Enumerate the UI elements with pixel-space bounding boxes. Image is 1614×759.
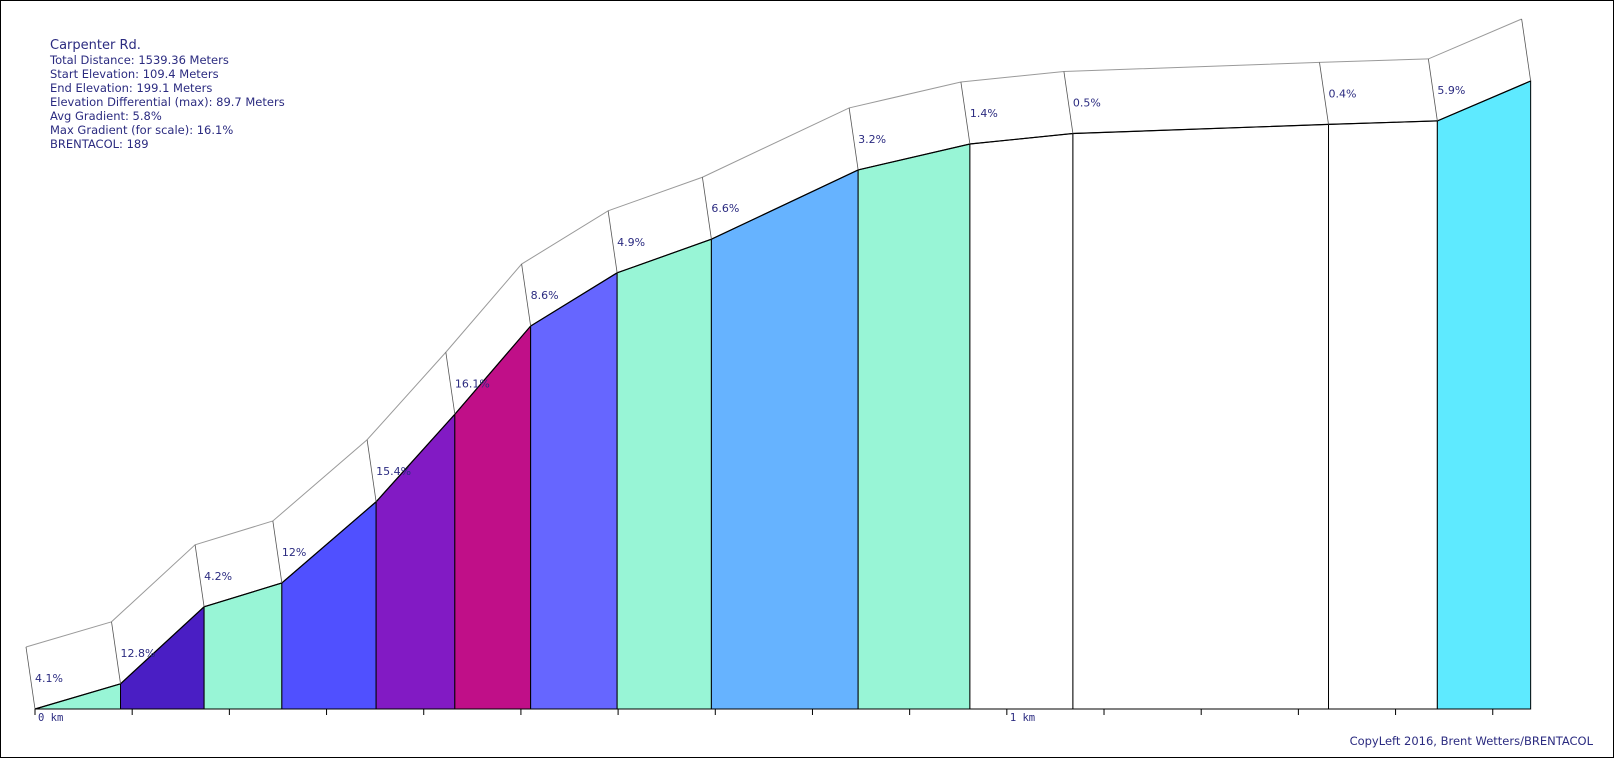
gradient-label-12: 0.5% <box>1073 97 1101 110</box>
gradient-label-4: 12% <box>282 546 306 559</box>
gradient-segment-4 <box>281 500 377 710</box>
label-band-divider <box>848 107 859 170</box>
gradient-label-2: 12.8% <box>121 647 156 660</box>
gradient-label-9: 6.6% <box>711 202 739 215</box>
gradient-label-6: 16.1% <box>455 377 490 390</box>
gradient-segment-12 <box>1072 123 1330 710</box>
gradient-segments <box>34 80 1532 710</box>
label-band-divider <box>194 544 205 607</box>
label-band-divider <box>1521 18 1532 82</box>
label-band-divider <box>25 646 36 710</box>
label-band-divider <box>272 520 283 584</box>
x-tick-label: 1 km <box>1010 712 1035 724</box>
gradient-label-11: 1.4% <box>970 107 998 120</box>
end-elevation: End Elevation: 199.1 Meters <box>50 81 213 95</box>
x-tick-label: 0 km <box>38 712 63 724</box>
label-band-divider <box>1427 58 1438 121</box>
x-axis: 0 km 1 km <box>34 708 1531 724</box>
gradient-label-10: 3.2% <box>858 133 886 146</box>
gradient-segment-10 <box>857 143 971 710</box>
elevation-differential: Elevation Differential (max): 89.7 Meter… <box>50 95 285 109</box>
gradient-label-13: 0.4% <box>1329 87 1357 100</box>
label-band-divider <box>111 621 121 684</box>
route-title: Carpenter Rd. <box>50 38 141 53</box>
start-elevation: Start Elevation: 109.4 Meters <box>50 67 219 81</box>
gradient-segment-13 <box>1328 120 1438 710</box>
gradient-segment-7 <box>530 271 618 710</box>
gradient-label-5: 15.4% <box>376 465 411 478</box>
gradient-label-3: 4.2% <box>204 570 232 583</box>
copyright-text: CopyLeft 2016, Brent Wetters/BRENTACOL <box>1349 734 1593 748</box>
brentacol-score: BRENTACOL: 189 <box>50 137 149 151</box>
label-band-divider <box>607 210 618 273</box>
gradient-label-7: 8.6% <box>531 289 559 302</box>
gradient-segment-9 <box>710 169 859 710</box>
gradient-label-14: 5.9% <box>1437 84 1465 97</box>
gradient-segment-3 <box>203 582 283 710</box>
avg-gradient: Avg Gradient: 5.8% <box>50 109 162 123</box>
gradient-segment-11 <box>969 132 1074 710</box>
gradient-label-8: 4.9% <box>617 236 645 249</box>
label-band-divider <box>960 81 971 145</box>
max-gradient: Max Gradient (for scale): 16.1% <box>50 123 234 137</box>
label-band-divider <box>366 439 377 502</box>
label-band-divider <box>1063 71 1074 134</box>
gradient-segment-8 <box>616 238 712 710</box>
label-band: 4.1% 12.8% 4.2% 12% 15.4% 16.1% 8.6% 4.9% 6.6% 3.… <box>25 18 1532 710</box>
route-info: Carpenter Rd. Total Distance: 1539.36 Me… <box>50 38 285 151</box>
label-band-divider <box>701 177 712 240</box>
gradient-label-1: 4.1% <box>35 672 63 685</box>
label-band-divider <box>1319 62 1329 125</box>
total-distance: Total Distance: 1539.36 Meters <box>50 53 229 67</box>
label-band-divider <box>445 352 456 415</box>
label-band-divider <box>521 263 532 327</box>
gradient-segment-14 <box>1436 80 1532 710</box>
